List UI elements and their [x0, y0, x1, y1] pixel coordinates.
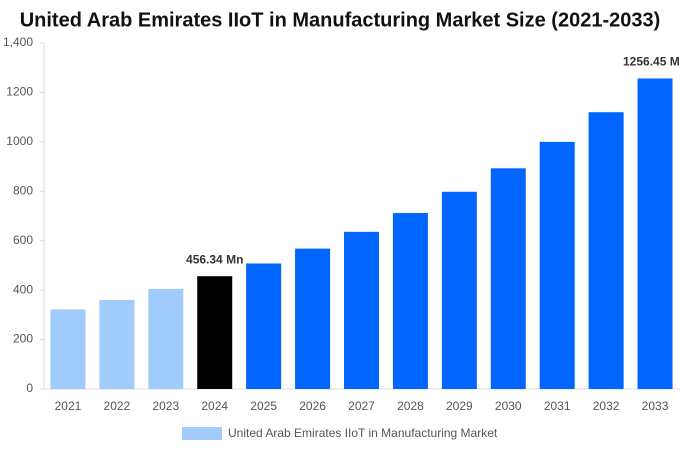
x-tick-label: 2023 [152, 399, 179, 413]
bar [246, 263, 282, 389]
y-tick-label: 0 [26, 381, 33, 395]
data-label: 1256.45 Mn [623, 55, 680, 69]
legend-label: United Arab Emirates IIoT in Manufacturi… [228, 426, 498, 440]
bar [50, 309, 86, 389]
legend-swatch [182, 427, 222, 440]
x-tick-label: 2032 [593, 399, 620, 413]
x-tick-label: 2027 [348, 399, 375, 413]
bar [539, 141, 575, 389]
bar [588, 112, 624, 389]
x-tick-label: 2022 [104, 399, 131, 413]
x-tick-label: 2033 [642, 399, 669, 413]
x-tick-label: 2021 [55, 399, 82, 413]
bar [295, 248, 331, 389]
bar [344, 231, 379, 389]
y-tick-label: 1,400 [3, 35, 33, 49]
y-tick-label: 600 [13, 233, 33, 247]
x-tick-label: 2029 [446, 399, 473, 413]
bar [637, 78, 673, 389]
bar [490, 168, 526, 389]
y-tick-label: 1000 [6, 134, 33, 148]
x-tick-label: 2026 [299, 399, 326, 413]
y-tick-label: 400 [13, 282, 33, 296]
bar [392, 213, 428, 389]
y-tick-label: 800 [13, 183, 33, 197]
data-label: 456.34 Mn [186, 252, 243, 266]
y-tick-label: 1200 [6, 85, 33, 99]
chart-title: United Arab Emirates IIoT in Manufacturi… [20, 9, 661, 31]
bar [197, 276, 233, 389]
bar [148, 288, 184, 389]
x-tick-label: 2028 [397, 399, 424, 413]
bar [441, 191, 477, 389]
y-tick-label: 200 [13, 332, 33, 346]
x-tick-label: 2025 [250, 399, 277, 413]
x-tick-label: 2024 [201, 399, 228, 413]
x-tick-label: 2031 [544, 399, 571, 413]
x-tick-label: 2030 [495, 399, 522, 413]
bar [99, 300, 135, 389]
